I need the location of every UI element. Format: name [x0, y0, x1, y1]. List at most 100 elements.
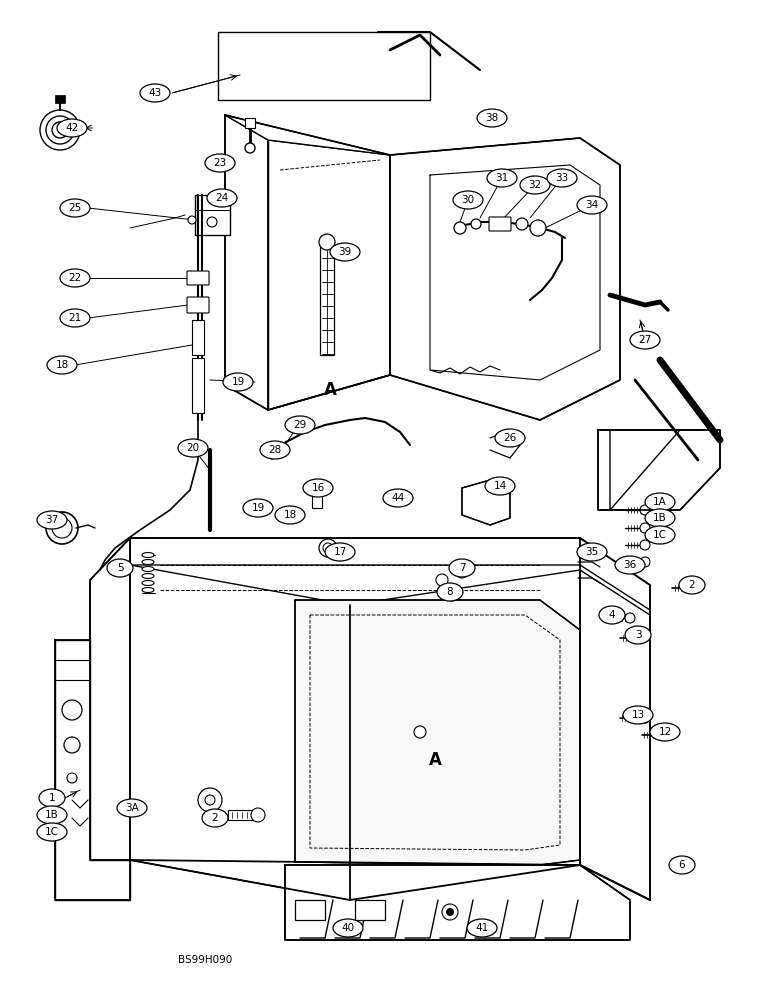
Ellipse shape [142, 587, 154, 592]
Circle shape [445, 907, 455, 917]
Circle shape [62, 700, 82, 720]
Ellipse shape [650, 723, 680, 741]
Ellipse shape [330, 243, 360, 261]
Ellipse shape [60, 269, 90, 287]
Text: 8: 8 [447, 587, 453, 597]
Polygon shape [268, 140, 390, 410]
Circle shape [471, 219, 481, 229]
Ellipse shape [495, 429, 525, 447]
Ellipse shape [383, 489, 413, 507]
Ellipse shape [285, 416, 315, 434]
Text: 43: 43 [148, 88, 161, 98]
Ellipse shape [645, 493, 675, 511]
Ellipse shape [520, 176, 550, 194]
Ellipse shape [577, 543, 607, 561]
Ellipse shape [223, 373, 253, 391]
Circle shape [454, 222, 466, 234]
Polygon shape [90, 538, 130, 900]
FancyBboxPatch shape [187, 271, 209, 285]
Circle shape [625, 613, 635, 623]
Circle shape [442, 904, 458, 920]
Polygon shape [130, 565, 350, 900]
Bar [228, 810, 258, 820]
Polygon shape [295, 600, 580, 865]
Ellipse shape [615, 556, 645, 574]
Circle shape [387, 490, 403, 506]
Text: 25: 25 [69, 203, 82, 213]
Circle shape [640, 557, 650, 567]
Circle shape [687, 583, 697, 593]
Ellipse shape [477, 109, 507, 127]
Ellipse shape [449, 559, 475, 577]
Polygon shape [55, 640, 130, 900]
Text: 31: 31 [496, 173, 509, 183]
Text: 1B: 1B [45, 810, 59, 820]
Ellipse shape [623, 706, 653, 724]
Text: 18: 18 [56, 360, 69, 370]
Ellipse shape [140, 84, 170, 102]
Bar [55, 95, 65, 103]
Text: 7: 7 [459, 563, 466, 573]
Circle shape [446, 908, 454, 916]
Circle shape [640, 713, 650, 723]
Text: 34: 34 [585, 200, 598, 210]
Ellipse shape [485, 477, 515, 495]
Text: 28: 28 [269, 445, 282, 455]
Ellipse shape [178, 439, 208, 457]
Polygon shape [390, 138, 620, 420]
Bar [312, 480, 322, 508]
Circle shape [414, 726, 426, 738]
Circle shape [319, 234, 335, 250]
Text: 33: 33 [555, 173, 569, 183]
Text: 2: 2 [212, 813, 218, 823]
Text: 5: 5 [117, 563, 124, 573]
Ellipse shape [437, 583, 463, 601]
Ellipse shape [303, 479, 333, 497]
Circle shape [516, 218, 528, 230]
Ellipse shape [645, 526, 675, 544]
Text: 42: 42 [66, 123, 79, 133]
Text: 6: 6 [679, 860, 686, 870]
Ellipse shape [243, 499, 273, 517]
Text: 35: 35 [585, 547, 598, 557]
Text: 1: 1 [49, 793, 56, 803]
Circle shape [446, 589, 458, 601]
Circle shape [635, 633, 645, 643]
Circle shape [46, 512, 78, 544]
Circle shape [319, 539, 337, 557]
Ellipse shape [37, 823, 67, 841]
Circle shape [273, 445, 283, 455]
Text: 3: 3 [635, 630, 642, 640]
Text: 32: 32 [528, 180, 542, 190]
Ellipse shape [60, 199, 90, 217]
Ellipse shape [202, 809, 228, 827]
Text: BS99H090: BS99H090 [178, 955, 232, 965]
Circle shape [207, 217, 217, 227]
Ellipse shape [39, 789, 65, 807]
Bar [295, 900, 325, 920]
FancyBboxPatch shape [187, 297, 209, 313]
Text: 18: 18 [283, 510, 296, 520]
Text: 1B: 1B [653, 513, 667, 523]
Bar [192, 358, 204, 413]
Text: 14: 14 [493, 481, 506, 491]
Text: 19: 19 [232, 377, 245, 387]
Text: 37: 37 [46, 515, 59, 525]
Circle shape [188, 216, 196, 224]
Ellipse shape [630, 331, 660, 349]
Ellipse shape [205, 154, 235, 172]
Ellipse shape [142, 580, 154, 585]
Text: 29: 29 [293, 420, 306, 430]
Ellipse shape [37, 511, 67, 529]
Bar [355, 900, 385, 920]
Ellipse shape [679, 576, 705, 594]
Ellipse shape [599, 606, 625, 624]
Ellipse shape [487, 169, 517, 187]
Ellipse shape [142, 552, 154, 558]
Ellipse shape [57, 119, 87, 137]
Polygon shape [350, 570, 580, 900]
Circle shape [640, 523, 650, 533]
Circle shape [640, 505, 650, 515]
Ellipse shape [467, 919, 497, 937]
Ellipse shape [142, 560, 154, 564]
